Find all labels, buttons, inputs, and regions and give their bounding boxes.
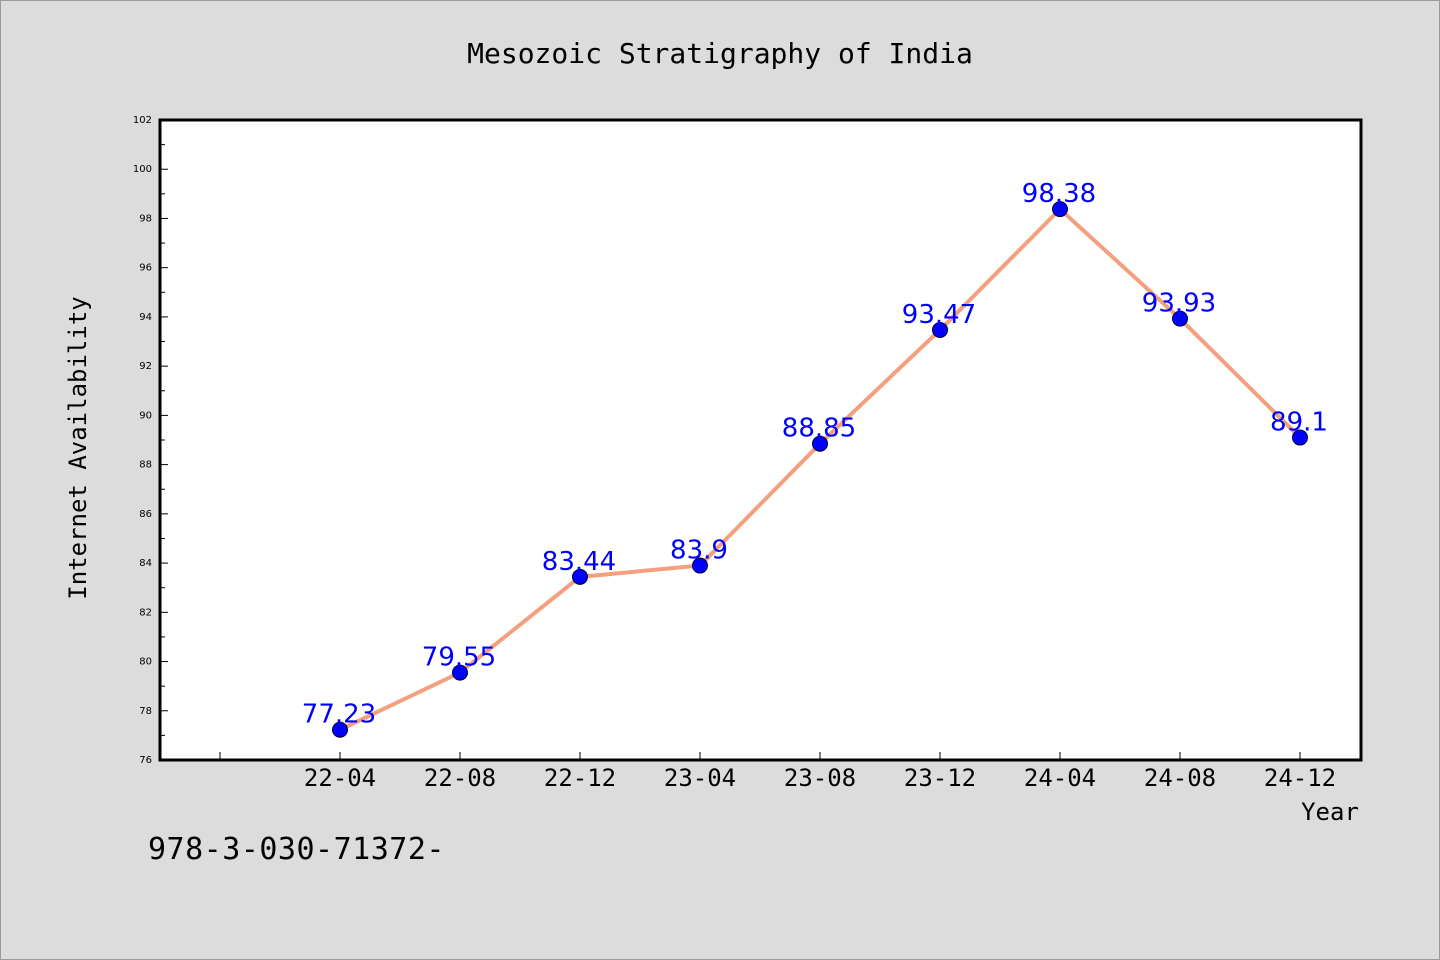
x-tick-label: 22-12	[544, 764, 616, 792]
data-label: 83.9	[670, 536, 728, 566]
y-tick-label: 78	[139, 706, 152, 717]
x-tick-label: 23-08	[784, 764, 856, 792]
y-tick-label: 94	[139, 312, 152, 323]
x-tick-label: 24-04	[1024, 764, 1096, 792]
isbn-text: 978-3-030-71372-	[148, 832, 445, 867]
y-tick-label: 82	[139, 607, 152, 618]
data-point	[1052, 201, 1068, 218]
data-label: 77.23	[302, 700, 376, 730]
y-tick-label: 96	[139, 263, 152, 274]
y-tick-label: 92	[139, 361, 152, 372]
plot-frame	[158, 118, 1363, 762]
y-axis-label: Internet Availability	[64, 296, 92, 599]
data-series	[332, 201, 1308, 738]
plot-area	[160, 120, 1361, 760]
data-point	[812, 435, 828, 452]
data-label: 89.1	[1270, 408, 1328, 438]
y-tick-label: 80	[139, 657, 152, 668]
data-label: 98.38	[1022, 179, 1096, 209]
data-point	[1292, 429, 1308, 446]
x-axis: 22-04 22-08 22-12 23-04 23-08 23-12 24-04 24-08…	[219, 752, 1336, 792]
x-tick-label: 23-04	[664, 764, 736, 792]
data-label: 93.47	[902, 300, 976, 330]
x-tick-label: 22-08	[424, 764, 496, 792]
y-axis: 76 78 80 82 84 86 88 90 92 94 96 98 100 102	[133, 115, 168, 766]
data-point	[1172, 310, 1188, 327]
data-point	[572, 568, 588, 585]
x-tick-label: 24-12	[1264, 764, 1336, 792]
data-point	[692, 557, 708, 574]
chart-title: Mesozoic Stratigraphy of India	[467, 37, 973, 70]
y-tick-label: 88	[139, 460, 152, 471]
data-label: 79.55	[422, 643, 496, 673]
y-tick-label: 86	[139, 509, 152, 520]
data-label: 83.44	[542, 547, 616, 577]
y-tick-label: 98	[139, 213, 152, 224]
x-tick-label: 22-04	[304, 764, 376, 792]
y-tick-label: 102	[133, 115, 152, 126]
y-tick-label: 84	[139, 558, 152, 569]
data-point	[452, 664, 468, 681]
data-point	[332, 721, 348, 738]
data-label: 93.93	[1142, 289, 1216, 319]
y-tick-label: 76	[139, 755, 152, 766]
data-label: 88.85	[782, 414, 856, 444]
data-point	[932, 321, 948, 338]
x-axis-label: Year	[1301, 798, 1359, 826]
data-labels: 77.23 79.55 83.44 83.9 88.85 93.47 98.38 93.93 8…	[302, 179, 1328, 730]
y-tick-label: 90	[139, 410, 152, 421]
x-tick-label: 24-08	[1144, 764, 1216, 792]
x-tick-label: 23-12	[904, 764, 976, 792]
y-tick-label: 100	[133, 164, 152, 175]
